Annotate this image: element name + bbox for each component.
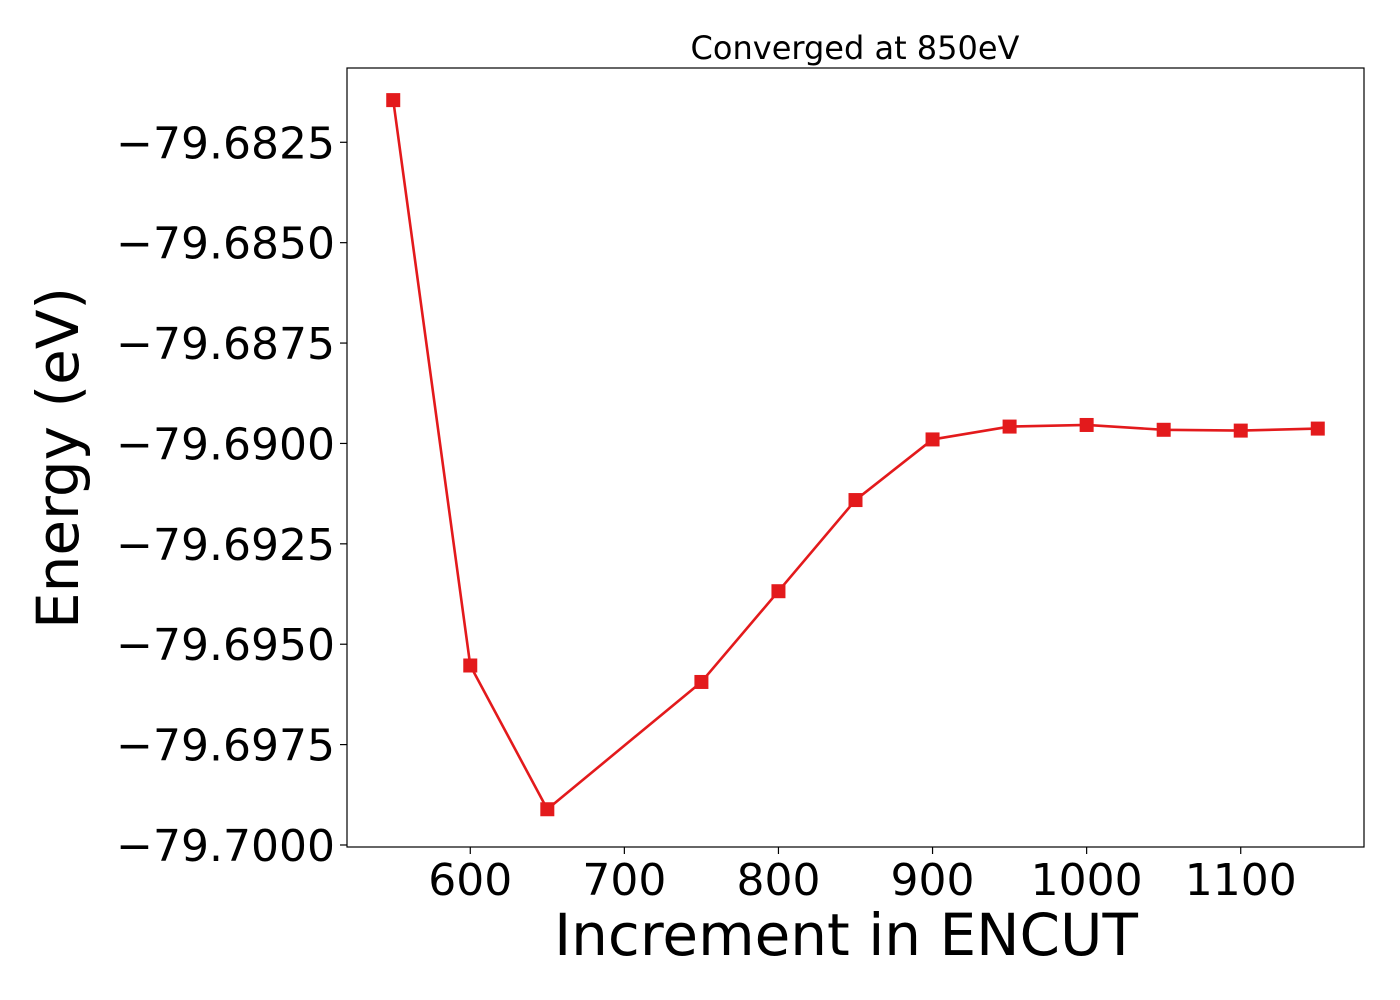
series-line xyxy=(391,99,1318,811)
data-point-marker xyxy=(771,584,786,599)
chart-title: Converged at 850eV xyxy=(691,29,1020,67)
y-tick-label: −79.6925 xyxy=(116,520,335,571)
data-point-marker xyxy=(1079,417,1094,432)
y-tick-label: −79.7000 xyxy=(116,821,335,872)
x-tick-label: 600 xyxy=(428,855,512,906)
x-tick-label: 800 xyxy=(736,855,820,906)
x-tick-label: 900 xyxy=(891,855,975,906)
data-point-marker xyxy=(1233,423,1248,438)
y-tick-label: −79.6950 xyxy=(116,620,335,671)
x-tick-label: 700 xyxy=(582,855,666,906)
y-axis-ticks: −79.6825 −79.6850 −79.6875 −79.6900 −79.6925… xyxy=(116,118,347,872)
data-point-marker xyxy=(694,674,709,689)
data-point-marker xyxy=(386,93,401,108)
y-tick-label: −79.6850 xyxy=(116,219,335,270)
x-axis-label: Increment in ENCUT xyxy=(554,901,1138,969)
y-axis-label: Energy (eV) xyxy=(24,287,92,629)
data-point-marker xyxy=(848,493,863,508)
data-point-marker xyxy=(463,658,478,673)
plot-area-frame xyxy=(346,67,1365,848)
data-point-marker xyxy=(540,802,555,817)
x-tick-label: 1100 xyxy=(1185,855,1297,906)
series-layer xyxy=(386,93,1325,817)
x-tick-label: 1000 xyxy=(1031,855,1143,906)
x-axis-ticks: 600 700 800 900 1000 1100 xyxy=(428,847,1297,906)
y-tick-label: −79.6900 xyxy=(116,419,335,470)
y-tick-label: −79.6875 xyxy=(116,319,335,370)
y-tick-label: −79.6825 xyxy=(116,118,335,169)
data-point-marker xyxy=(925,432,940,447)
data-point-marker xyxy=(1310,421,1325,436)
y-tick-label: −79.6975 xyxy=(116,721,335,772)
data-point-marker xyxy=(1002,419,1017,434)
data-point-marker xyxy=(1156,422,1171,437)
